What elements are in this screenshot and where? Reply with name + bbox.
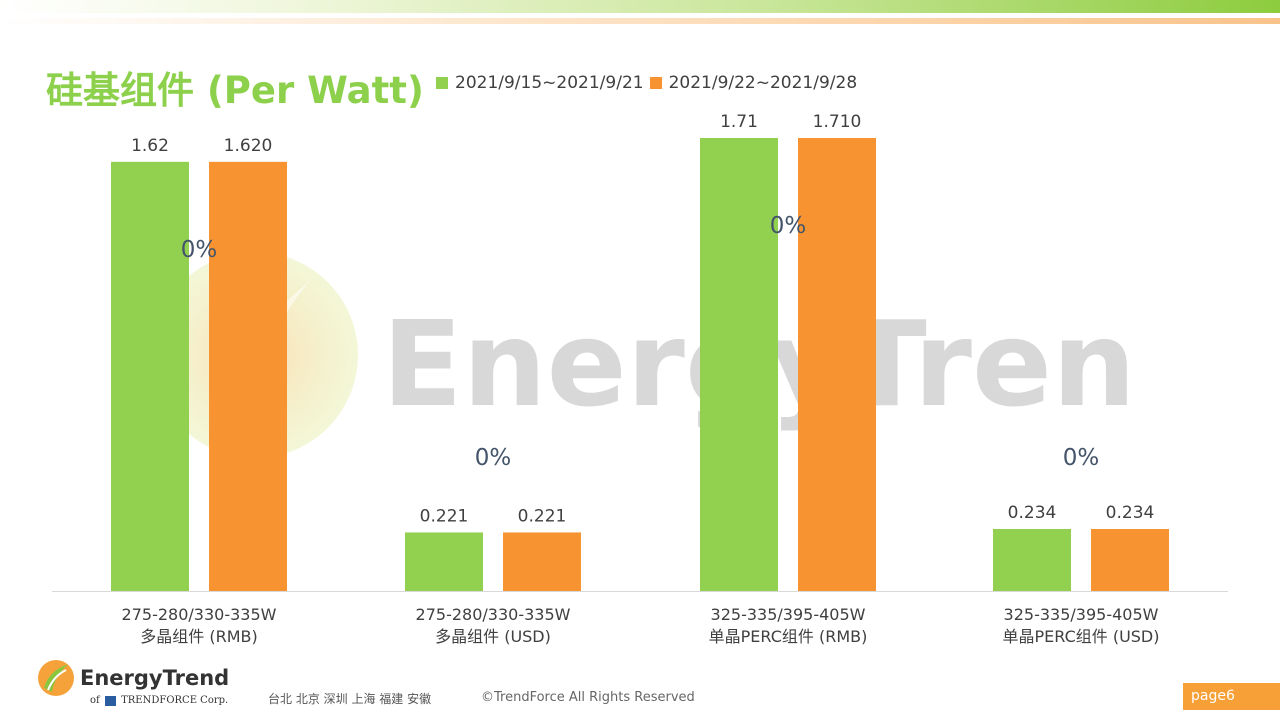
bar-2-3	[798, 138, 876, 591]
legend-label-series1: 2021/9/15~2021/9/21	[455, 73, 644, 93]
data-label-1-4: 0.234	[1008, 503, 1057, 523]
legend-label-series2: 2021/9/22~2021/9/28	[668, 73, 858, 93]
legend-item-series2: 2021/9/22~2021/9/28	[649, 73, 858, 93]
category-label-2-line-1: 275-280/330-335W	[416, 605, 571, 624]
page-title: 硅基组件 (Per Watt)	[46, 69, 424, 112]
data-label-2-2: 0.221	[518, 506, 567, 526]
footer-logo-sub: of TRENDFORCE Corp.	[90, 695, 228, 706]
top-decor-band	[0, 0, 1280, 13]
footer-logo-company: TRENDFORCE Corp.	[121, 695, 229, 706]
footer-logo-of: of	[90, 695, 100, 706]
bar-1-1	[111, 161, 189, 591]
footer-cities: 台北 北京 深圳 上海 福建 安徽	[268, 692, 432, 706]
bar-1-2	[405, 532, 483, 591]
bar-2-4	[1091, 529, 1169, 591]
legend-swatch-series1	[436, 77, 448, 89]
bar-2-1	[209, 161, 287, 591]
legend-item-series1: 2021/9/15~2021/9/21	[436, 73, 644, 93]
bar-2-2	[503, 532, 581, 591]
chart-legend: 2021/9/15~2021/9/21 2021/9/22~2021/9/28	[436, 73, 863, 93]
bar-1-3	[700, 138, 778, 591]
category-label-3-line-2: 单晶PERC组件 (RMB)	[709, 627, 868, 646]
footer-logo-name: EnergyTrend	[80, 666, 230, 690]
change-label-4: 0%	[1063, 445, 1100, 471]
data-label-2-1: 1.620	[224, 136, 273, 156]
category-label-2-line-2: 多晶组件 (USD)	[435, 627, 551, 646]
data-label-1-3: 1.71	[720, 112, 758, 132]
data-label-1-1: 1.62	[131, 136, 169, 156]
change-label-2: 0%	[475, 445, 512, 471]
data-label-1-2: 0.221	[420, 506, 469, 526]
top-decor-band-orange	[0, 18, 1280, 24]
category-label-4-line-2: 单晶PERC组件 (USD)	[1002, 627, 1159, 646]
bar-1-4	[993, 529, 1071, 591]
data-label-2-4: 0.234	[1106, 503, 1155, 523]
data-label-2-3: 1.710	[813, 112, 862, 132]
trendforce-mark-icon	[104, 695, 116, 706]
change-label-1: 0%	[181, 237, 218, 263]
footer-copyright: ©TrendForce All Rights Reserved	[481, 690, 695, 705]
page-number-badge: page6	[1183, 683, 1280, 710]
category-label-3-line-1: 325-335/395-405W	[711, 605, 866, 624]
energytrend-logo-icon	[38, 660, 74, 696]
category-label-1-line-2: 多晶组件 (RMB)	[140, 627, 257, 646]
change-label-3: 0%	[770, 213, 807, 239]
category-label-4-line-1: 325-335/395-405W	[1004, 605, 1159, 624]
legend-swatch-series2	[649, 77, 662, 89]
category-label-1-line-1: 275-280/330-335W	[122, 605, 277, 624]
